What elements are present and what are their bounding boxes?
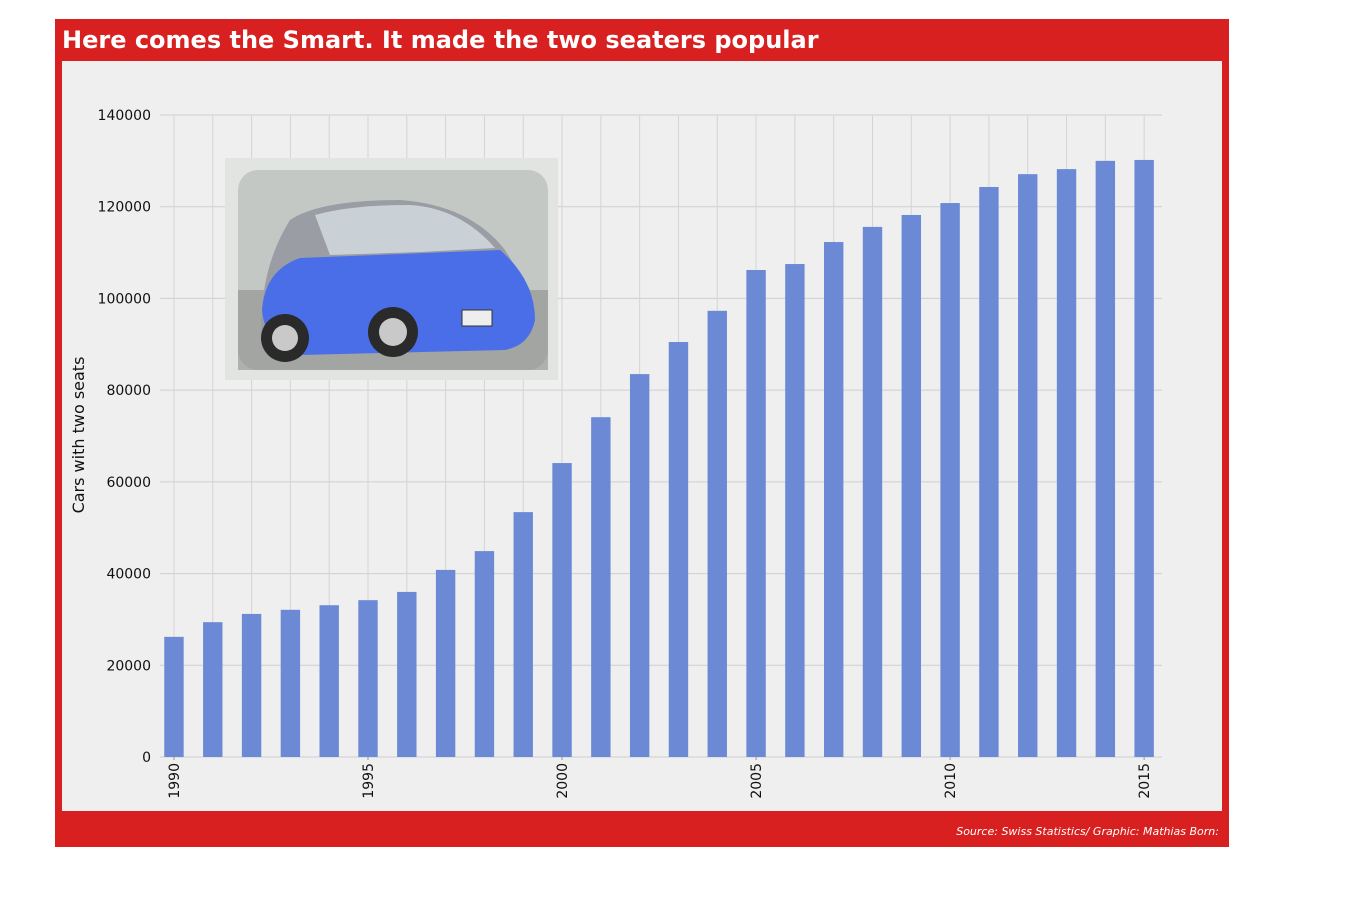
bar (707, 310, 727, 757)
car-photo (225, 158, 558, 380)
bar (940, 203, 960, 757)
bar (397, 591, 417, 757)
y-tick-label: 120000 (98, 200, 151, 216)
bar (591, 417, 611, 757)
bar (513, 512, 533, 757)
bar (823, 242, 844, 757)
bar (668, 341, 689, 757)
y-tick-label: 60000 (106, 475, 151, 491)
bar (1134, 159, 1154, 757)
bar (280, 609, 301, 757)
source: Source: Swiss Statistics/ Graphic: Mathi… (956, 825, 1219, 838)
y-axis-label: Cars with two seats (69, 357, 88, 514)
bar (1095, 160, 1116, 757)
bar (1056, 169, 1077, 757)
y-tick-label: 80000 (106, 383, 151, 399)
bar (862, 226, 883, 758)
bars (164, 159, 1154, 758)
bar (319, 605, 339, 757)
bar (435, 569, 456, 757)
x-tick-label: 2010 (943, 763, 959, 799)
bar (629, 374, 650, 757)
y-tick-label: 140000 (98, 108, 151, 124)
bar (1018, 174, 1038, 758)
x-tick-label: 2015 (1137, 763, 1153, 799)
chart-title: Here comes the Smart. It made the two se… (62, 26, 819, 54)
bar (164, 636, 184, 757)
bar (474, 551, 495, 757)
bar (746, 269, 766, 757)
y-tick-label: 40000 (106, 567, 151, 583)
windows (315, 205, 495, 255)
bar (979, 186, 999, 757)
x-tick-label: 1995 (361, 763, 377, 799)
bar (552, 463, 572, 757)
hub (379, 318, 407, 346)
bar (901, 214, 922, 757)
bar (203, 622, 223, 757)
hub (272, 325, 298, 351)
x-tick-label: 2000 (555, 763, 571, 799)
bar (358, 600, 378, 757)
license-plate (461, 309, 493, 327)
bar (241, 613, 262, 757)
bar (785, 264, 805, 757)
x-tick-label: 2005 (749, 763, 765, 799)
axes: 0 20000 40000 60000 80000 100000 120000 140000 1… (98, 108, 1154, 799)
y-tick-label: 100000 (98, 291, 151, 307)
y-tick-label: 20000 (106, 658, 151, 674)
x-tick-label: 1990 (167, 763, 183, 799)
y-tick-label: 0 (142, 750, 151, 766)
car-shell (262, 250, 535, 355)
